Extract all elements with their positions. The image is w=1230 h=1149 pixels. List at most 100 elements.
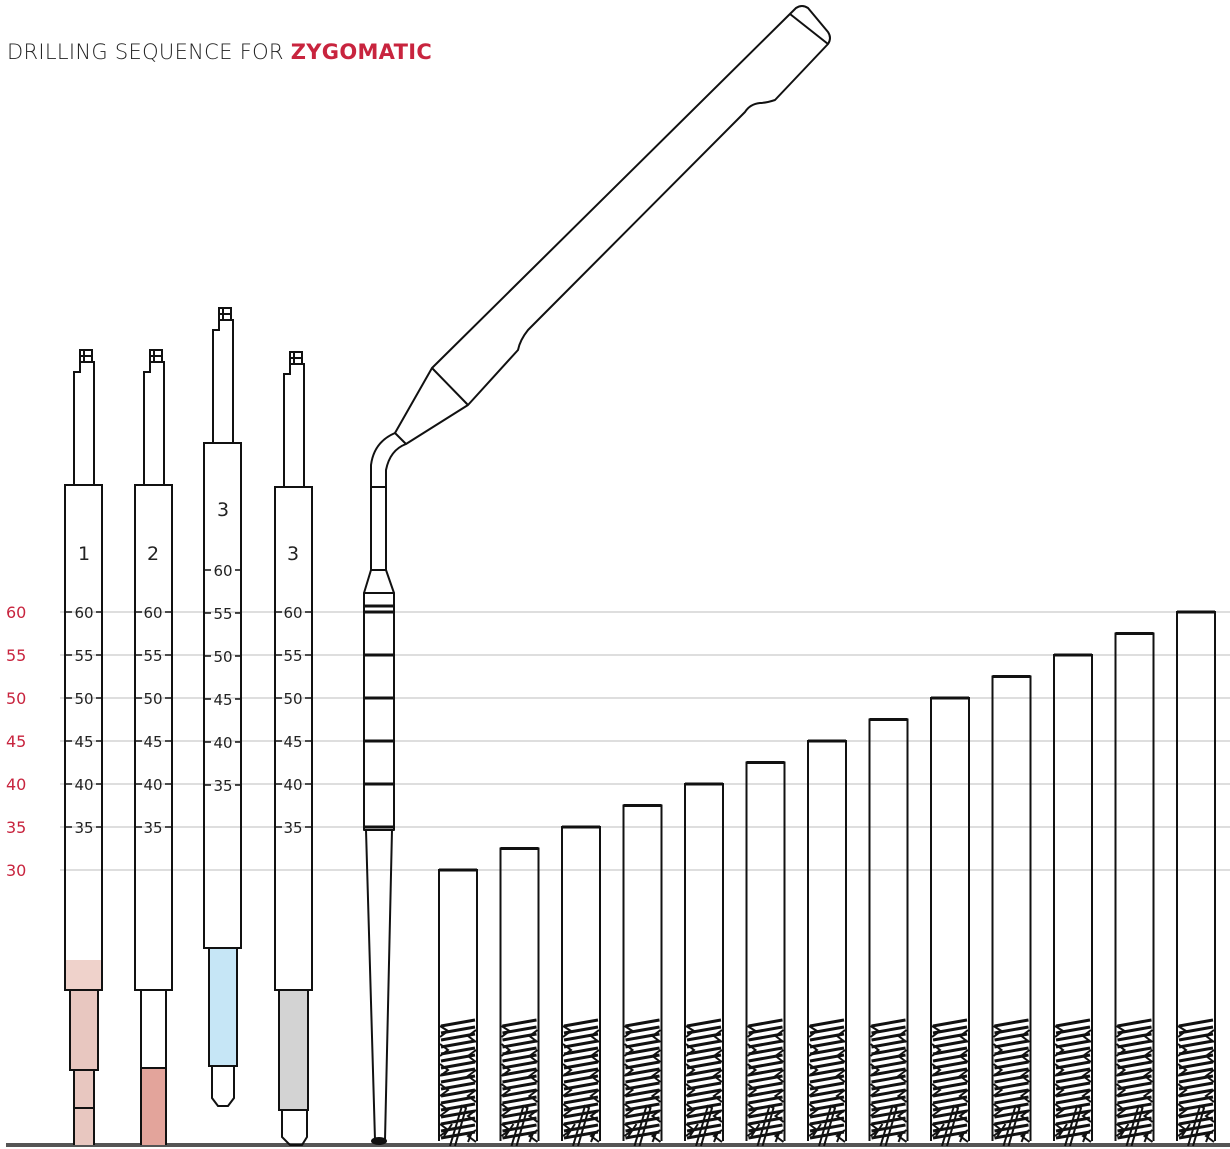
implant-3-thread: [561, 1018, 601, 1148]
drill-4-latch: [289, 351, 303, 364]
drill-2: 2 60 55 50 45 40 35: [134, 349, 173, 1145]
drill-4-mark-60: 60: [283, 604, 302, 622]
implant-6: [745, 761, 786, 1148]
implant-12: [1114, 632, 1155, 1148]
drill-4-shank: [283, 363, 305, 487]
implant-2: [499, 847, 540, 1148]
drill-3-mark-50: 50: [213, 648, 232, 666]
scale-label-50: 50: [6, 689, 26, 708]
drill-1-tip-fill: [66, 960, 102, 990]
drill-4-lower: [278, 990, 309, 1146]
drill-3-shank: [212, 319, 234, 443]
title-highlight: ZYGOMATIC: [290, 40, 433, 64]
implant-4-thread: [623, 1018, 662, 1148]
implants: [438, 610, 1216, 1148]
depth-gauge-neck: [394, 367, 469, 445]
depth-gauge-scale: [363, 592, 395, 831]
drill-4-mark-35: 35: [283, 819, 302, 837]
drill-1-tip-fill-lower: [70, 990, 98, 1145]
drill-2-marks: 60 55 50 45 40 35: [143, 604, 162, 837]
drill-2-mark-45: 45: [143, 733, 162, 751]
drill-3-tip-fill: [209, 948, 237, 1066]
drill-1-marks: 60 55 50 45 40 35: [74, 604, 93, 837]
implant-1: [438, 868, 478, 1148]
drill-3-mark-55: 55: [213, 605, 232, 623]
drill-1-shank: [73, 361, 95, 485]
implant-13-thread: [1176, 1018, 1216, 1148]
depth-gauge-bands: [364, 604, 394, 829]
drill-4-marks: 60 55 50 45 40 35: [283, 604, 302, 837]
drill-4-mark-55: 55: [283, 647, 302, 665]
drill-4-mark-45: 45: [283, 733, 302, 751]
drill-3-latch: [218, 307, 232, 320]
drill-1-mark-50: 50: [74, 690, 93, 708]
drill-4-mark-40: 40: [283, 776, 302, 794]
depth-gauge-handle: [431, 5, 831, 406]
implant-8: [868, 718, 909, 1148]
drill-4-body: [274, 486, 313, 991]
drill-1-ticks: [65, 611, 102, 828]
implant-12-thread: [1115, 1018, 1154, 1148]
depth-gauge-rod: [370, 486, 387, 571]
drill-1-mark-45: 45: [74, 733, 93, 751]
drill-1-latch: [79, 349, 93, 362]
scale-label-60: 60: [6, 603, 26, 622]
drill-4-ticks: [275, 611, 312, 828]
implant-1-thread: [438, 1018, 478, 1148]
drill-4-tip-fill: [279, 990, 308, 1110]
implant-10-thread: [992, 1018, 1031, 1148]
title-prefix: DRILLING SEQUENCE FOR: [7, 40, 291, 64]
implant-7-thread: [807, 1018, 847, 1148]
drill-2-mark-35: 35: [143, 819, 162, 837]
depth-gauge-handle-cap: [789, 13, 829, 45]
implant-3: [561, 825, 601, 1148]
drill-3-mark-40: 40: [213, 734, 232, 752]
drill-3-body: [203, 442, 242, 949]
implant-11: [1053, 653, 1093, 1148]
drill-3-mark-45: 45: [213, 691, 232, 709]
implant-5: [684, 782, 724, 1148]
implant-4: [622, 804, 663, 1148]
drill-1-mark-40: 40: [74, 776, 93, 794]
drill-2-mark-40: 40: [143, 776, 162, 794]
drill-3-lower: [208, 948, 238, 1107]
drill-3: 3 60 55 50 45 40 35: [203, 307, 242, 1107]
drill-2-mark-55: 55: [143, 647, 162, 665]
depth-gauge-collar: [363, 569, 395, 594]
drill-2-shank: [143, 361, 165, 485]
implant-13: [1176, 610, 1216, 1148]
drill-1-lower: [69, 990, 99, 1145]
drill-1-mark-55: 55: [74, 647, 93, 665]
scale-label-40: 40: [6, 775, 26, 794]
drill-2-mark-50: 50: [143, 690, 162, 708]
drill-3-ticks: [204, 569, 241, 786]
drill-1-body: [64, 484, 103, 991]
depth-gauge: [363, 5, 831, 1145]
implant-11-thread: [1053, 1018, 1093, 1148]
drill-1-label: 1: [78, 543, 90, 565]
scale-label-45: 45: [6, 732, 26, 751]
drill-4: 3 60 55 50 45 40 35: [274, 351, 313, 1146]
implant-7: [807, 739, 847, 1148]
implant-9: [930, 696, 970, 1148]
drill-3-marks: 60 55 50 45 40 35: [213, 562, 232, 795]
drill-1: 1 60 55 50 45 40 35: [64, 349, 103, 1145]
drill-2-body: [134, 484, 173, 991]
scale-label-30: 30: [6, 861, 26, 880]
drill-4-label: 3: [287, 543, 299, 565]
implant-2-thread: [500, 1018, 539, 1148]
implant-8-thread: [869, 1018, 908, 1148]
drill-2-tip-fill: [141, 1068, 166, 1145]
depth-grid: 60 55 50 45 40 35 30: [6, 603, 1230, 880]
implant-10: [991, 675, 1032, 1148]
drill-3-mark-60: 60: [213, 562, 232, 580]
scale-label-35: 35: [6, 818, 26, 837]
implant-5-thread: [684, 1018, 724, 1148]
page-title: DRILLING SEQUENCE FOR ZYGOMATIC: [7, 40, 432, 64]
drill-2-mark-60: 60: [143, 604, 162, 622]
scale-label-55: 55: [6, 646, 26, 665]
drill-2-ticks: [135, 611, 172, 828]
drill-3-mark-35: 35: [213, 777, 232, 795]
drill-1-mark-60: 60: [74, 604, 93, 622]
